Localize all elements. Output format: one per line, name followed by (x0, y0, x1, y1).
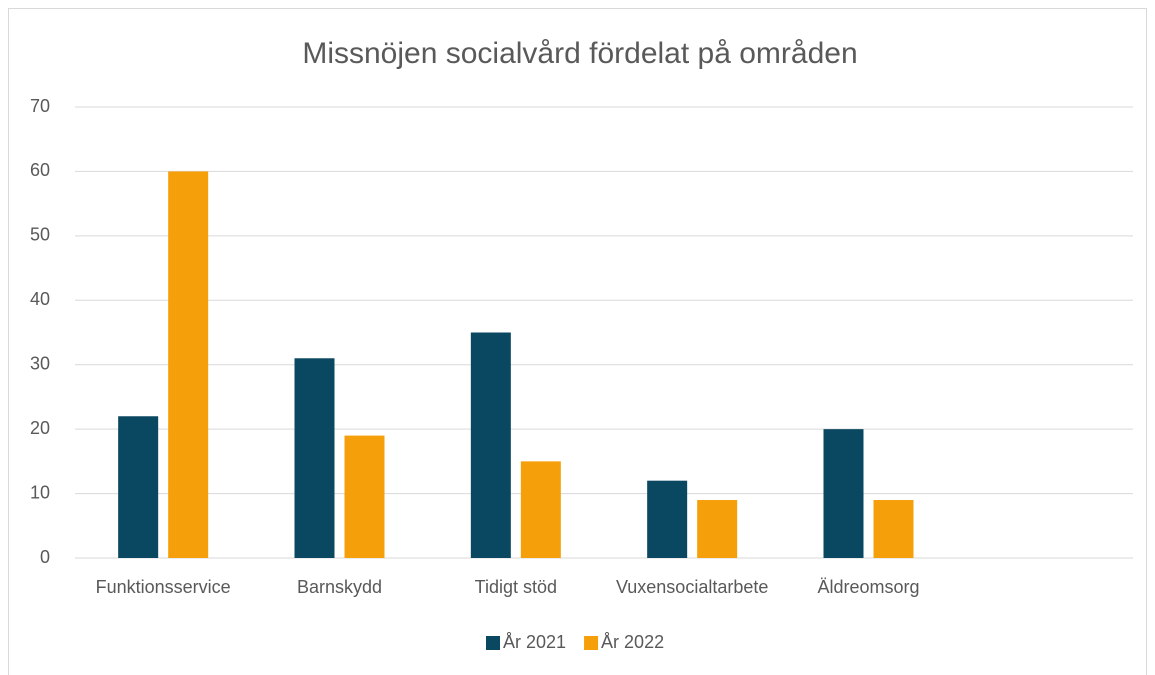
bar (470, 332, 511, 558)
bar (873, 500, 914, 558)
legend-label: År 2022 (601, 632, 664, 652)
x-tick-label: Funktionsservice (96, 577, 231, 597)
bar (697, 500, 738, 558)
bar (647, 480, 688, 558)
y-tick-label: 0 (40, 547, 50, 567)
legend-swatch (584, 636, 599, 650)
bar (520, 461, 561, 558)
legend-swatch (486, 636, 500, 650)
x-tick-label: Äldreomsorg (817, 577, 919, 597)
y-tick-label: 40 (30, 289, 50, 309)
bar (118, 416, 159, 558)
x-tick-label: Tidigt stöd (475, 577, 557, 597)
y-tick-label: 70 (30, 96, 50, 116)
x-tick-label: Barnskydd (297, 577, 382, 597)
bar (294, 358, 335, 558)
y-tick-label: 50 (30, 225, 50, 245)
chart-title: Missnöjen socialvård fördelat på områden (302, 37, 857, 70)
legend-label: År 2021 (503, 632, 566, 652)
y-tick-label: 60 (30, 160, 50, 180)
bar (168, 171, 209, 558)
y-tick-label: 10 (30, 482, 50, 502)
bar (344, 435, 385, 558)
x-tick-label: Vuxensocialtarbete (616, 577, 768, 597)
bar (823, 429, 864, 558)
y-tick-label: 30 (30, 353, 50, 373)
y-tick-label: 20 (30, 418, 50, 438)
